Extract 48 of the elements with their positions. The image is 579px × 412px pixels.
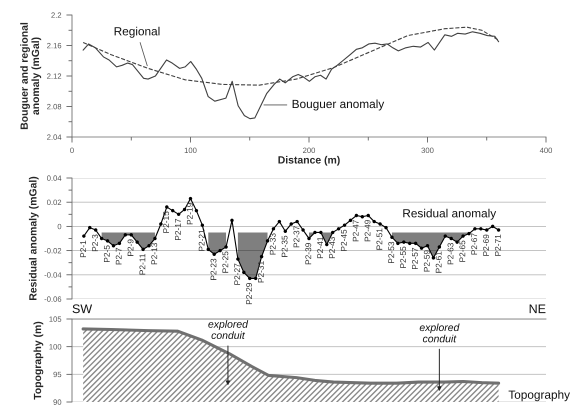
annotation: P2-11: [139, 254, 146, 274]
annotation: P2-1: [80, 240, 86, 258]
series-label: Regional: [114, 26, 160, 38]
annotation: explored conduit: [420, 323, 460, 342]
annotation: P2-51: [376, 228, 382, 250]
x-axis-title: Distance (m): [278, 156, 340, 166]
series-label: Residual anomaly: [403, 208, 496, 220]
annotation: P2-45: [340, 230, 347, 251]
annotation: P2-3: [92, 234, 98, 252]
annotation: P2-61: [436, 252, 442, 273]
annotation: P2-47: [352, 220, 359, 242]
annotation: P2-67: [471, 233, 478, 255]
annotation: P2-25: [222, 251, 228, 273]
annotation: P2-71: [494, 234, 501, 256]
y-axis-title: Topography (m): [34, 322, 44, 400]
annotation: P2-49: [364, 220, 370, 242]
annotation: P2-13: [151, 243, 158, 264]
annotation: P2-69: [483, 234, 489, 256]
y-axis-title: Bouguer and regional anomaly (mGal): [20, 22, 42, 130]
annotation: P2-53: [388, 242, 394, 264]
series-label: Topography: [508, 390, 570, 402]
text: SW: [72, 304, 92, 314]
annotation: P2-65: [459, 240, 466, 262]
annotation: P2-7: [116, 248, 122, 264]
annotation: P2-35: [282, 236, 288, 257]
annotation: P2-31: [258, 261, 264, 282]
annotation: P2-29: [246, 282, 252, 304]
annotation: P2-39: [305, 243, 312, 264]
annotation: P2-17: [174, 218, 181, 240]
annotation: P2-57: [412, 248, 418, 270]
annotation: P2-21: [198, 230, 205, 251]
annotation: P2-59: [424, 250, 430, 272]
annotation: P2-41: [317, 237, 324, 258]
annotation: P2-5: [104, 245, 110, 262]
y-axis-title: Residual anomaly (mGal): [28, 176, 39, 300]
annotation: P2-27: [234, 264, 240, 285]
annotation: P2-55: [400, 246, 406, 268]
annotation: explored conduit: [208, 320, 248, 340]
annotation: P2-15: [163, 212, 170, 233]
annotation: P2-43: [329, 236, 335, 258]
series-label: Bouguer anomaly: [292, 99, 384, 110]
annotation: P2-9: [128, 239, 134, 256]
annotation: P2-63: [448, 243, 454, 264]
text: NE: [530, 304, 546, 314]
annotation: P2-19: [186, 203, 193, 224]
annotation: P2-23: [210, 258, 216, 280]
annotation: P2-37: [293, 226, 300, 248]
annotation: P2-33: [270, 233, 276, 255]
